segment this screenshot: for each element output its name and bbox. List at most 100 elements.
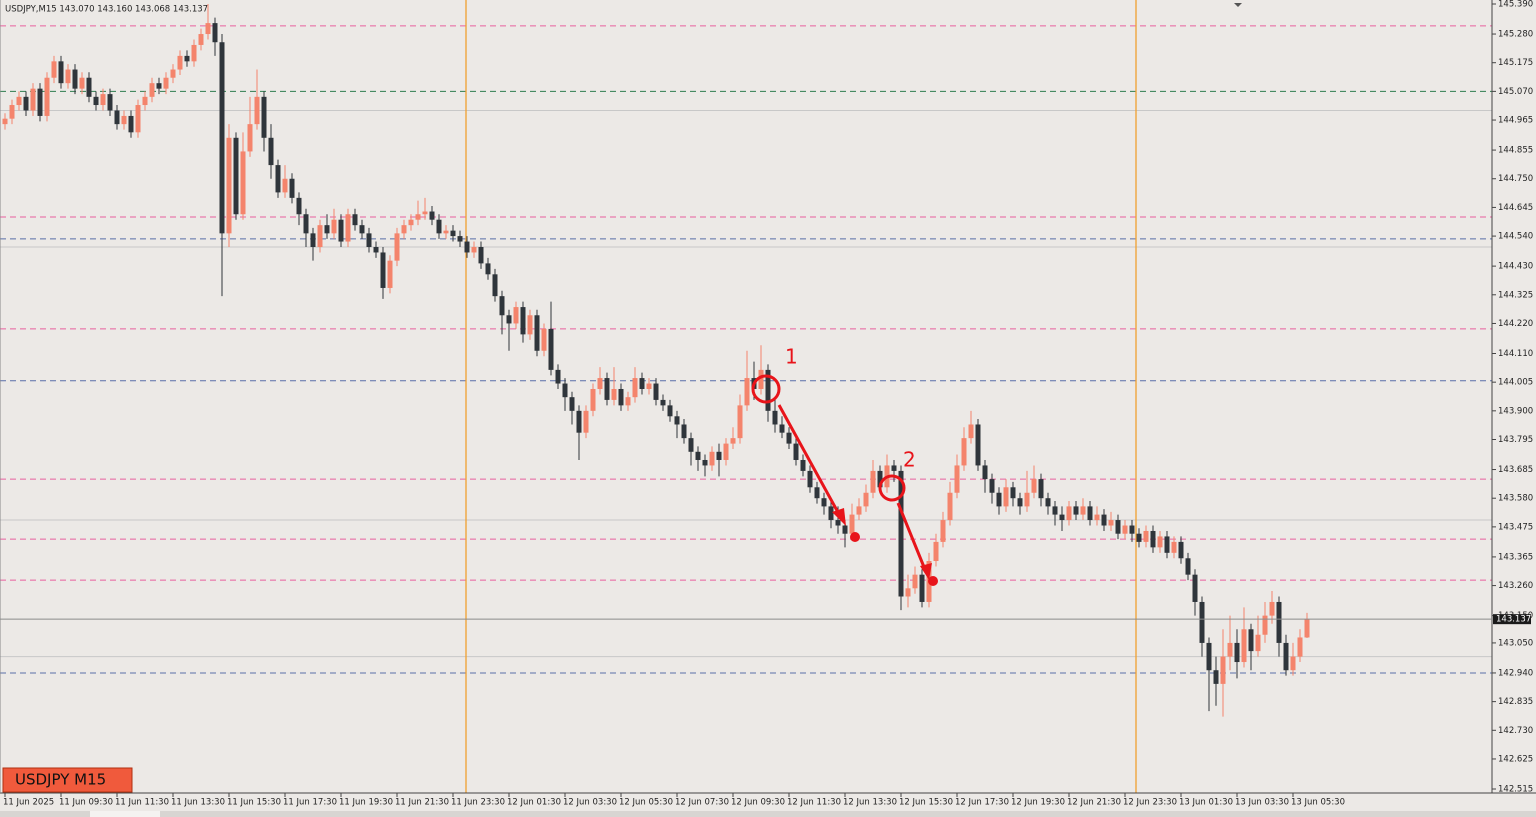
y-tick-label: 145.070 — [1498, 87, 1533, 97]
y-tick-label: 142.625 — [1498, 754, 1533, 764]
candle-body — [261, 96, 267, 138]
candle-body — [289, 178, 295, 198]
candle-body — [527, 315, 533, 335]
y-tick-label: 144.220 — [1498, 319, 1533, 329]
candle-body — [254, 96, 260, 125]
x-axis: 11 Jun 2025 11 Jun 09:30 11 Jun 11:30 11 Ju… — [3, 793, 1345, 808]
candle-body — [1283, 642, 1289, 671]
candle-body — [653, 383, 659, 400]
candle-body — [352, 214, 358, 226]
candle-body — [226, 137, 232, 234]
y-tick-label: 144.965 — [1498, 116, 1533, 126]
candle-body — [688, 438, 694, 452]
candle-body — [1073, 506, 1079, 515]
candle-body — [835, 520, 841, 526]
candle-body — [2, 118, 8, 125]
candle-body — [128, 115, 134, 133]
x-tick-label: 12 Jun 11:30 — [787, 798, 841, 808]
candle-body — [1017, 498, 1023, 507]
y-tick-label: 143.365 — [1498, 552, 1533, 562]
candle-body — [1248, 629, 1254, 652]
candle-body — [401, 225, 407, 234]
candle-body — [1227, 642, 1233, 657]
candle-body — [996, 492, 1002, 507]
candle-body — [1010, 487, 1016, 499]
candle-body — [877, 470, 883, 488]
candle-body — [541, 328, 547, 351]
y-tick-label: 144.110 — [1498, 349, 1533, 359]
candle-body — [744, 378, 750, 406]
tab[interactable] — [90, 811, 160, 817]
y-tick-label: 145.390 — [1498, 0, 1533, 10]
candle-body — [135, 105, 141, 133]
candle-body — [30, 88, 36, 111]
candle-body — [464, 241, 470, 253]
x-tick-label: 11 Jun 11:30 — [115, 798, 169, 808]
candle-body — [1171, 541, 1177, 553]
x-tick-label: 12 Jun 23:30 — [1123, 798, 1177, 808]
candle-body — [471, 247, 477, 253]
symbol-badge — [2, 767, 133, 793]
candle-body — [121, 115, 127, 125]
candle-body — [359, 225, 365, 234]
candle-body — [1297, 637, 1303, 657]
candle-body — [457, 236, 463, 242]
candle-body — [37, 88, 43, 116]
candle-body — [786, 432, 792, 444]
candle-body — [716, 451, 722, 460]
candle-body — [520, 307, 526, 335]
candle-body — [863, 492, 869, 507]
x-tick-label: 13 Jun 03:30 — [1235, 798, 1289, 808]
candle-body — [660, 399, 666, 406]
candle-body — [1080, 506, 1086, 515]
candle-body — [1136, 533, 1142, 542]
candle-body — [310, 233, 316, 248]
candle-body — [772, 410, 778, 425]
candle-body — [842, 525, 848, 534]
y-tick-label: 143.475 — [1498, 522, 1533, 532]
candle-body — [1003, 487, 1009, 507]
candle-body — [1024, 492, 1030, 507]
candle-body — [212, 23, 218, 43]
candle-body — [499, 296, 505, 316]
x-tick-label: 12 Jun 01:30 — [507, 798, 561, 808]
x-tick-label: 11 Jun 19:30 — [339, 798, 393, 808]
chart-header: USDJPY,M15 143.070 143.160 143.068 143.1… — [5, 5, 208, 15]
candle-body — [142, 96, 148, 106]
tab-strip — [0, 811, 1536, 817]
arrow-head — [920, 563, 932, 580]
candle-body — [324, 225, 330, 234]
candle-body — [268, 137, 274, 166]
candle-body — [793, 443, 799, 460]
candle-body — [58, 61, 64, 84]
candle-body — [16, 96, 22, 106]
candle-body — [583, 410, 589, 433]
y-tick-label: 142.730 — [1498, 726, 1533, 736]
y-tick-label: 145.280 — [1498, 30, 1533, 40]
x-tick-label: 11 Jun 13:30 — [171, 798, 225, 808]
candle-body — [1185, 558, 1191, 575]
current-price-box — [1493, 614, 1531, 625]
candle-body — [1129, 525, 1135, 534]
candle-body — [534, 315, 540, 351]
candle-body — [233, 137, 239, 215]
candle-body — [492, 274, 498, 297]
symbol-label: USDJPY M15 — [15, 771, 106, 789]
candle-body — [72, 69, 78, 89]
candle-body — [394, 233, 400, 261]
candle-body — [177, 55, 183, 70]
candle-body — [800, 459, 806, 471]
x-tick-label: 13 Jun 01:30 — [1179, 798, 1233, 808]
candle-body — [604, 378, 610, 400]
candle-body — [856, 506, 862, 515]
candle-body — [576, 410, 582, 433]
current-price-label: 143.137 — [1496, 615, 1531, 625]
candle-body — [513, 307, 519, 324]
candle-body — [191, 44, 197, 62]
candle-body — [163, 77, 169, 89]
candle-body — [947, 492, 953, 521]
candle-body — [1045, 498, 1051, 507]
candle-body — [282, 178, 288, 193]
x-tick-label: 12 Jun 15:30 — [899, 798, 953, 808]
